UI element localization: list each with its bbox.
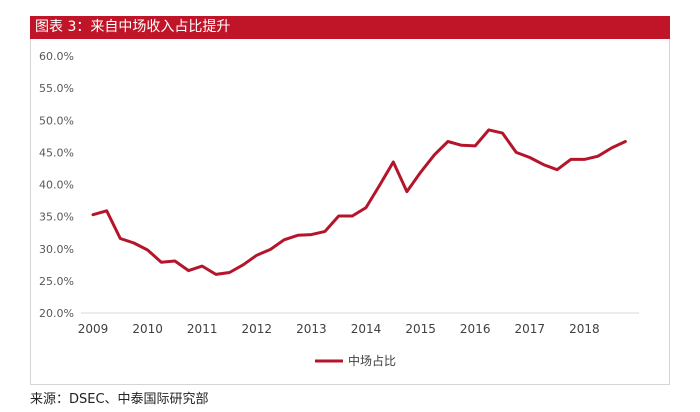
x-tick-label: 2011	[187, 322, 218, 336]
y-tick-label: 25.0%	[39, 275, 74, 288]
y-tick-label: 45.0%	[39, 146, 74, 159]
y-tick-label: 20.0%	[39, 307, 74, 320]
chart-title: 图表 3：来自中场收入占比提升	[35, 19, 231, 35]
chart-title-bar: 图表 3：来自中场收入占比提升	[30, 16, 670, 39]
y-tick-label: 35.0%	[39, 211, 74, 224]
y-tick-label: 55.0%	[39, 82, 74, 95]
y-tick-label: 40.0%	[39, 179, 74, 192]
chart-container: 20.0% 25.0% 30.0% 35.0% 40.0% 45.0% 50.0% 55.0%…	[30, 39, 670, 385]
x-tick-label: 2016	[460, 322, 491, 336]
source-note: 来源：DSEC、中泰国际研究部	[30, 392, 209, 407]
x-tick-label: 2012	[242, 322, 273, 336]
legend-label: 中场占比	[348, 353, 396, 368]
series-line	[91, 128, 627, 276]
x-tick-label: 2018	[569, 322, 600, 336]
x-tick-label: 2014	[351, 322, 382, 336]
x-tick-label: 2009	[78, 322, 109, 336]
y-tick-label: 30.0%	[39, 243, 74, 256]
y-tick-label: 50.0%	[39, 114, 74, 127]
x-tick-label: 2017	[515, 322, 546, 336]
line-chart: 20.0% 25.0% 30.0% 35.0% 40.0% 45.0% 50.0% 55.0%…	[39, 50, 639, 368]
x-tick-label: 2015	[405, 322, 436, 336]
y-tick-label: 60.0%	[39, 50, 74, 63]
x-tick-label: 2010	[132, 322, 163, 336]
x-tick-label: 2013	[296, 322, 327, 336]
